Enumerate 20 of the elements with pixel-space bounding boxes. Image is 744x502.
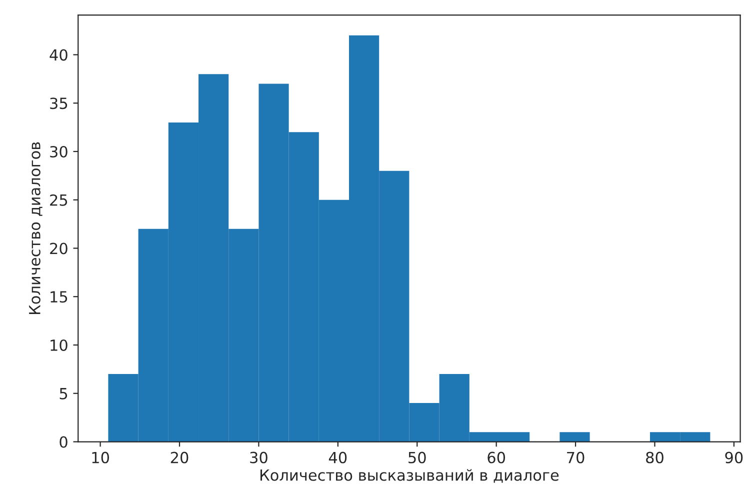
y-axis-title: Количество диалогов bbox=[29, 142, 42, 314]
x-tick-label: 70 bbox=[567, 452, 584, 464]
y-tick-label: 35 bbox=[50, 98, 68, 110]
x-tick-label: 10 bbox=[92, 452, 110, 464]
y-tick-label: 40 bbox=[50, 49, 68, 61]
y-tick-label: 5 bbox=[60, 388, 68, 400]
x-tick-label: 60 bbox=[488, 452, 506, 464]
x-tick-label: 30 bbox=[250, 452, 268, 464]
x-tick-label: 40 bbox=[328, 452, 347, 464]
y-tick-label: 0 bbox=[60, 436, 68, 448]
y-tick-label: 15 bbox=[50, 291, 68, 303]
x-tick-label: 80 bbox=[646, 452, 664, 464]
y-tick-label: 20 bbox=[50, 242, 68, 254]
x-tick-label: 90 bbox=[725, 452, 743, 464]
y-tick-label: 30 bbox=[50, 146, 68, 158]
y-tick-label: 10 bbox=[50, 339, 68, 352]
x-tick-label: 20 bbox=[170, 452, 188, 464]
x-axis-title: Количество высказываний в диалоге bbox=[260, 469, 559, 483]
y-tick-label: 25 bbox=[50, 194, 68, 206]
x-tick-label: 50 bbox=[408, 452, 426, 464]
